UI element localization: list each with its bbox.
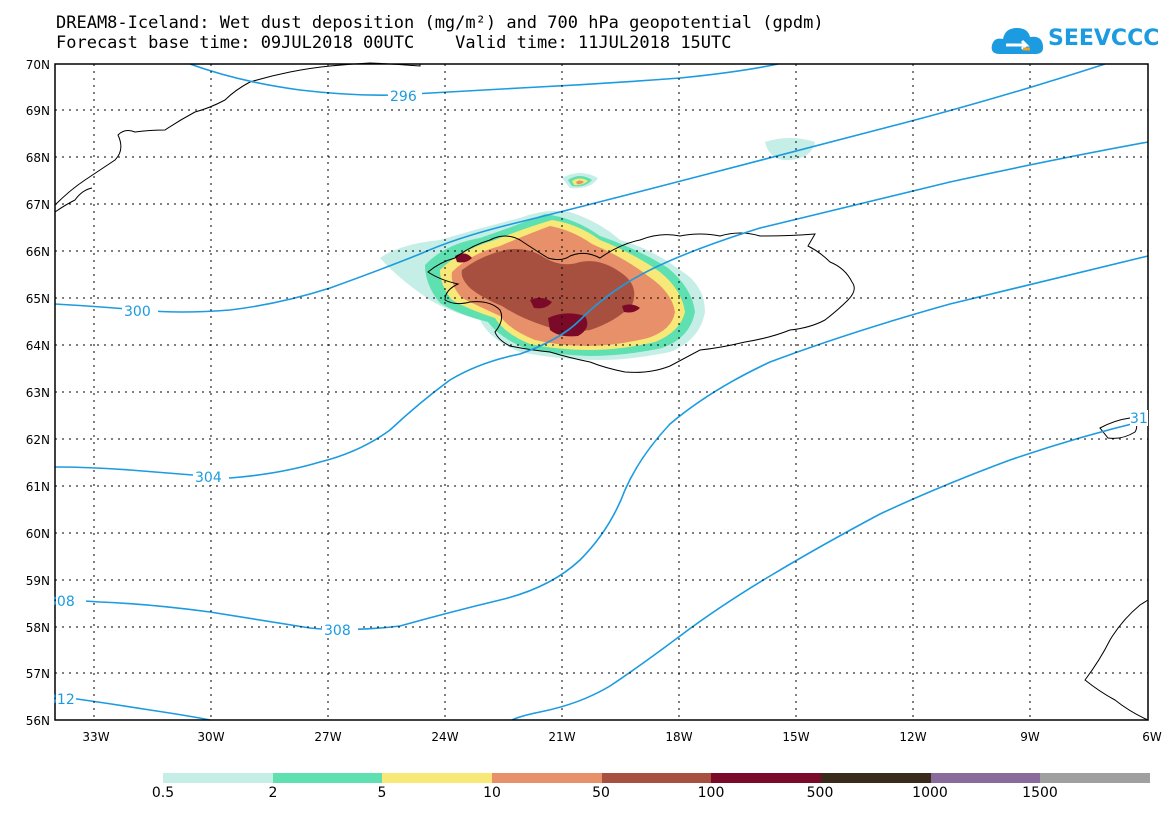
legend-label: 10 [483,785,501,801]
lat-label: 64N [26,339,50,353]
lon-label: 30W [197,730,224,744]
contour-296-a [189,63,779,96]
contour-308 [511,419,1149,721]
legend-swatch [492,773,602,783]
legend-label: 2 [268,785,278,801]
lat-label: 62N [26,433,50,447]
lon-label: 24W [431,730,458,744]
lon-label: 6W [1142,730,1162,744]
legend-label: 100 [697,785,725,801]
legend-label: 5 [377,785,387,801]
legend-label: 50 [592,785,610,801]
contour-312 [54,695,211,721]
lat-label: 69N [26,104,50,118]
geopotential-contours [54,63,1149,721]
lat-label: 70N [26,58,50,72]
scotland-coastline [1084,599,1149,721]
map-title: DREAM8-Iceland: Wet dust deposition (mg/… [56,13,824,33]
contour-label: 296 [390,89,417,105]
dust-deposition-layer [380,138,815,360]
lat-label: 63N [26,386,50,400]
lon-label: 33W [82,730,109,744]
lon-label: 21W [548,730,575,744]
legend-label: 1500 [1022,785,1058,801]
forecast-time-subtitle: Forecast base time: 09JUL2018 00UTC Vali… [56,33,732,53]
legend-swatch [1040,773,1151,783]
legend-swatch [272,773,383,783]
legend-label: 0.5 [151,785,175,801]
legend-swatch [382,773,493,783]
contour-label: 304 [195,470,222,486]
legend-swatch [163,773,273,783]
map-frame [54,63,1149,721]
legend-swatch [930,773,1041,783]
lon-label: 15W [782,730,809,744]
contour-296-b [54,63,1106,313]
lon-label: 18W [665,730,692,744]
lat-label: 68N [26,151,50,165]
lat-label: 67N [26,198,50,212]
color-legend [163,773,1151,783]
lon-label: 12W [899,730,926,744]
legend-swatch [711,773,822,783]
longitude-labels: 33W 30W 27W 24W 21W 18W 15W 12W 9W 6W [82,730,1161,744]
lat-label: 65N [26,292,50,306]
legend-swatch [601,773,712,783]
contour-labels: 296 300 304 308 308 312 312 [48,88,1157,708]
grid-lines [55,64,1148,720]
lat-label: 58N [26,621,50,635]
lat-label: 60N [26,527,50,541]
legend-swatch [821,773,931,783]
legend-label: 1000 [912,785,948,801]
lat-label: 57N [26,667,50,681]
latitude-labels: 70N 69N 68N 67N 66N 65N 64N 63N 62N 61N … [26,58,50,728]
contour-304 [54,255,1149,631]
lat-label: 61N [26,480,50,494]
lat-label: 66N [26,245,50,259]
lat-label: 56N [26,714,50,728]
greenland-coastline [54,62,421,206]
lon-label: 27W [314,730,341,744]
cloud-icon [991,28,1044,54]
contour-300 [54,141,1149,479]
legend-labels: 0.5 2 5 10 50 100 500 1000 1500 [0,785,1175,805]
contour-label: 308 [324,623,351,639]
contour-label: 300 [124,304,151,320]
legend-label: 500 [806,785,834,801]
contour-label: 312 [48,692,75,708]
contour-label: 308 [48,594,75,610]
lon-label: 9W [1020,730,1040,744]
lat-label: 59N [26,574,50,588]
iceland-coastline [427,232,855,373]
logo-text: SEEVCCC [1048,26,1160,51]
seevccc-logo: SEEVCCC [990,20,1160,60]
